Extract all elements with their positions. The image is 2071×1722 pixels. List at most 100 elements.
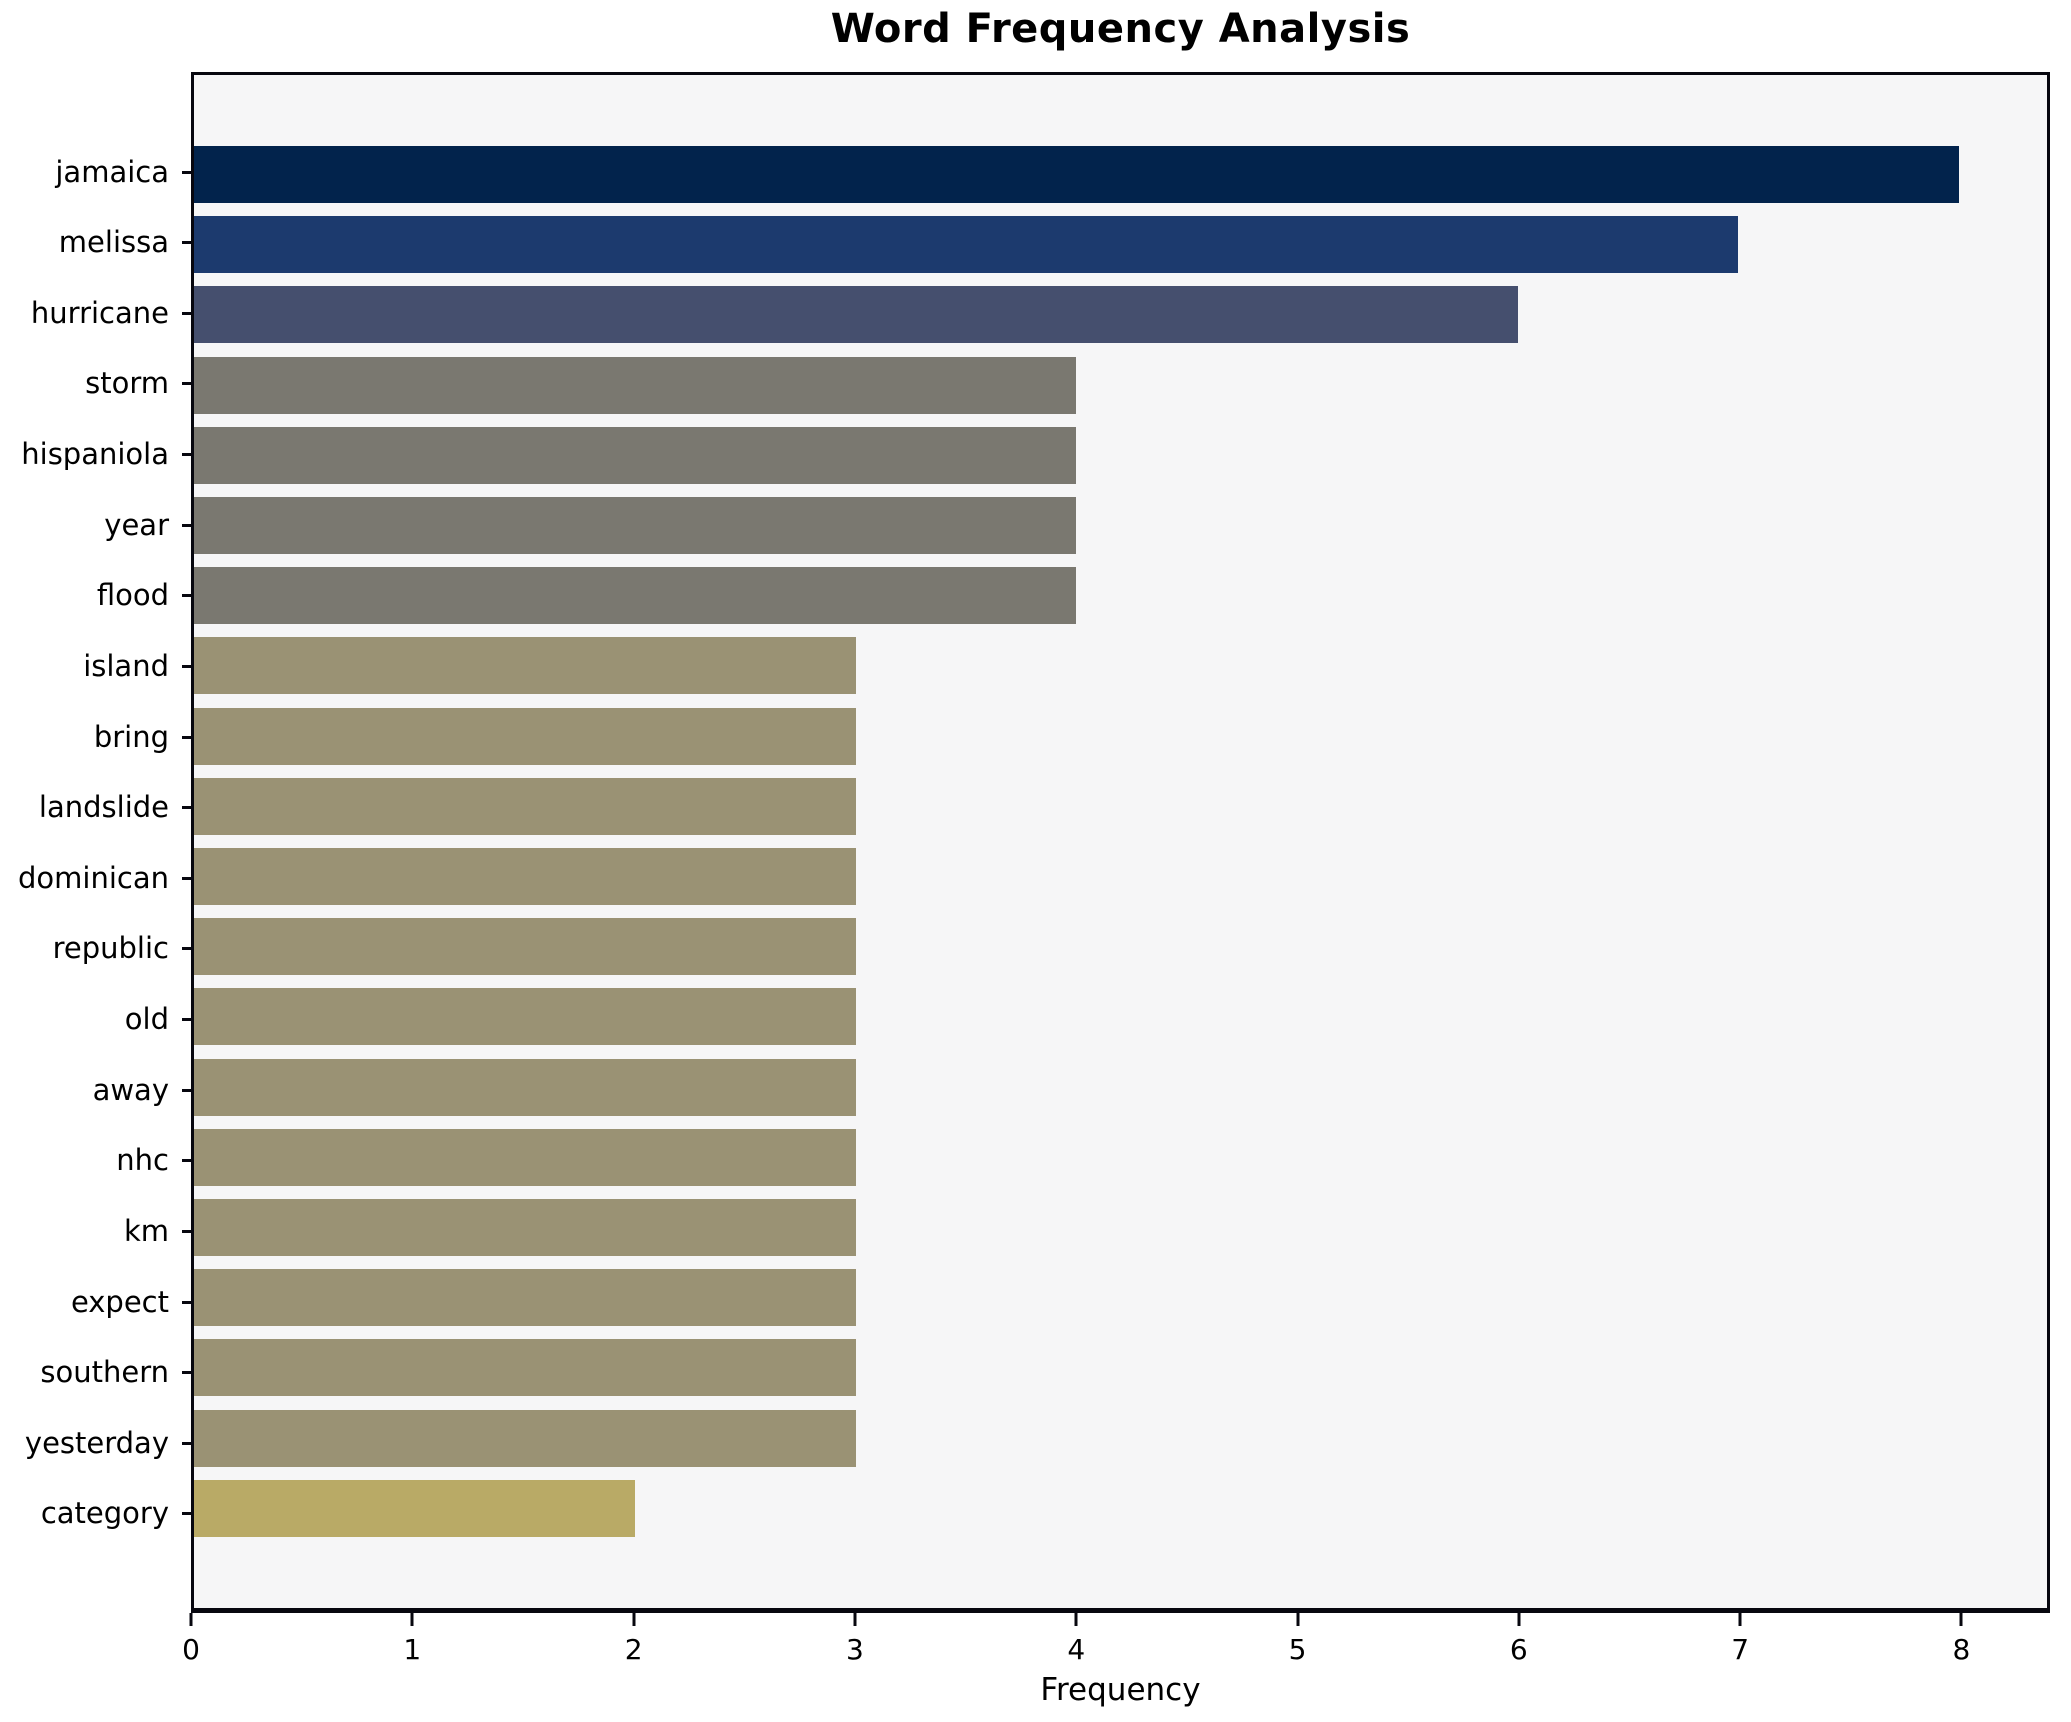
bar-dominican bbox=[194, 848, 856, 906]
y-tick-mark bbox=[182, 170, 191, 174]
y-tick-row: old bbox=[0, 991, 191, 1048]
y-tick-label-year: year bbox=[104, 507, 169, 542]
bar-row bbox=[194, 777, 2047, 835]
bar-row bbox=[194, 637, 2047, 695]
bar-row bbox=[194, 146, 2047, 203]
y-tick-row: hurricane bbox=[0, 284, 191, 341]
bar-jamaica bbox=[194, 146, 1959, 203]
bar-row bbox=[194, 216, 2047, 274]
bar-island bbox=[194, 637, 856, 695]
y-tick-row: year bbox=[0, 496, 191, 553]
y-tick-mark bbox=[182, 1159, 191, 1163]
y-tick-label-dominican: dominican bbox=[18, 860, 169, 895]
x-tick-mark bbox=[1738, 1613, 1742, 1626]
y-tick-mark bbox=[182, 1018, 191, 1021]
y-tick-row: melissa bbox=[0, 214, 191, 271]
y-tick-row: jamaica bbox=[0, 143, 191, 200]
bar-row bbox=[194, 1199, 2047, 1257]
x-axis: 0 1 2 3 4 5 6 7 8 bbox=[182, 1613, 2050, 1713]
y-tick-mark bbox=[182, 876, 191, 880]
x-tick-mark bbox=[1517, 1613, 1521, 1626]
y-tick-row: storm bbox=[0, 355, 191, 412]
bar-away bbox=[194, 1058, 856, 1116]
y-tick-label-yesterday: yesterday bbox=[24, 1425, 169, 1460]
bar-row bbox=[194, 356, 2047, 414]
y-tick-mark bbox=[182, 1512, 191, 1516]
x-tick-label-8: 8 bbox=[1952, 1633, 1971, 1666]
chart-title: Word Frequency Analysis bbox=[830, 6, 1411, 52]
y-tick-row: landslide bbox=[0, 779, 191, 836]
y-tick-mark bbox=[182, 1371, 191, 1375]
y-tick-mark bbox=[182, 664, 191, 668]
bar-category bbox=[194, 1479, 636, 1537]
y-tick-row: flood bbox=[0, 567, 191, 624]
bar-flood bbox=[194, 567, 1077, 625]
bar-row bbox=[194, 286, 2047, 344]
x-tick-label-5: 5 bbox=[1288, 1633, 1307, 1666]
bar-row bbox=[194, 1128, 2047, 1186]
y-tick-label-storm: storm bbox=[85, 366, 169, 401]
bars-container bbox=[194, 75, 2047, 1608]
y-tick-row: category bbox=[0, 1485, 191, 1542]
y-tick-row: hispaniola bbox=[0, 426, 191, 483]
y-tick-label-flood: flood bbox=[96, 578, 169, 613]
x-tick-mark bbox=[632, 1613, 636, 1626]
x-tick-label-7: 7 bbox=[1731, 1633, 1750, 1666]
y-tick-row: yesterday bbox=[0, 1414, 191, 1471]
bar-row bbox=[194, 497, 2047, 555]
y-tick-label-bring: bring bbox=[93, 719, 169, 754]
plot-area bbox=[191, 72, 2050, 1613]
y-tick-mark bbox=[182, 382, 191, 386]
y-tick-label-category: category bbox=[40, 1496, 169, 1531]
y-tick-mark bbox=[182, 523, 191, 527]
bar-expect bbox=[194, 1269, 856, 1327]
y-tick-label-old: old bbox=[124, 1002, 169, 1036]
y-tick-row: island bbox=[0, 637, 191, 694]
y-tick-row: away bbox=[0, 1061, 191, 1118]
x-tick-mark bbox=[410, 1613, 414, 1626]
bar-landslide bbox=[194, 777, 856, 835]
bar-row bbox=[194, 1269, 2047, 1327]
bar-row bbox=[194, 918, 2047, 976]
bar-row bbox=[194, 1479, 2047, 1537]
y-tick-label-nhc: nhc bbox=[116, 1143, 169, 1178]
x-tick-label-0: 0 bbox=[182, 1633, 200, 1666]
y-tick-label-away: away bbox=[92, 1072, 169, 1107]
x-tick-mark bbox=[1296, 1613, 1300, 1626]
y-tick-label-melissa: melissa bbox=[58, 225, 169, 260]
x-tick-label-4: 4 bbox=[1067, 1633, 1086, 1666]
x-tick-mark bbox=[1074, 1613, 1078, 1626]
bar-old bbox=[194, 988, 856, 1046]
y-tick-row: km bbox=[0, 1202, 191, 1259]
y-tick-label-hispaniola: hispaniola bbox=[21, 437, 169, 471]
bar-row bbox=[194, 707, 2047, 765]
bar-row bbox=[194, 1409, 2047, 1467]
y-tick-label-hurricane: hurricane bbox=[30, 295, 169, 330]
y-tick-mark bbox=[182, 735, 191, 739]
bar-melissa bbox=[194, 216, 1739, 274]
bar-bring bbox=[194, 707, 856, 765]
y-tick-mark bbox=[182, 1441, 191, 1445]
y-tick-label-island: island bbox=[83, 648, 169, 683]
bar-row bbox=[194, 1339, 2047, 1397]
x-tick-label-3: 3 bbox=[846, 1633, 864, 1666]
x-tick-label-2: 2 bbox=[624, 1633, 643, 1666]
bar-storm bbox=[194, 356, 1077, 414]
bar-year bbox=[194, 497, 1077, 555]
y-tick-mark bbox=[182, 453, 191, 456]
bar-hurricane bbox=[194, 286, 1518, 344]
bar-row bbox=[194, 988, 2047, 1046]
y-tick-mark bbox=[182, 947, 191, 951]
y-tick-row: expect bbox=[0, 1273, 191, 1330]
y-tick-row: bring bbox=[0, 708, 191, 765]
bar-row bbox=[194, 1058, 2047, 1116]
y-tick-mark bbox=[182, 594, 191, 598]
y-tick-label-landslide: landslide bbox=[38, 790, 169, 825]
x-tick-mark bbox=[1959, 1613, 1963, 1626]
bar-row bbox=[194, 567, 2047, 625]
y-tick-label-republic: republic bbox=[52, 931, 169, 966]
y-tick-label-jamaica: jamaica bbox=[55, 154, 169, 189]
bar-row bbox=[194, 848, 2047, 906]
y-tick-label-km: km bbox=[123, 1213, 169, 1248]
